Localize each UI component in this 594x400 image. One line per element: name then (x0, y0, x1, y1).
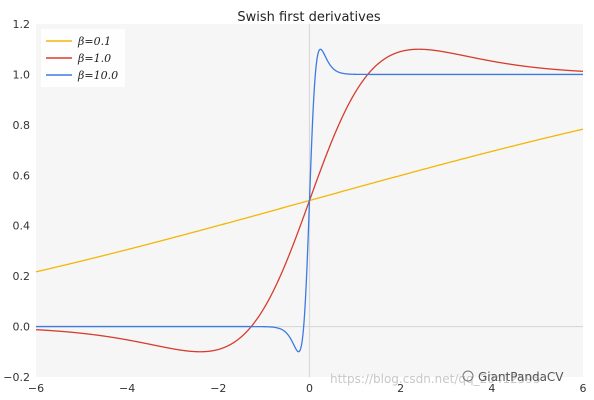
y-tick-label: 1.0 (13, 68, 31, 81)
y-tick-label: 0.8 (13, 119, 31, 132)
watermark-text: https://blog.csdn.net/qq_20412595 (330, 372, 541, 386)
x-tick-label: 6 (580, 382, 587, 395)
series-line-2 (36, 48, 583, 353)
brand-icon (462, 370, 474, 382)
x-tick-label: 2 (397, 382, 404, 395)
x-tick-label: −6 (28, 382, 44, 395)
y-tick-label: 0.4 (13, 220, 31, 233)
y-tick-label: 1.2 (13, 18, 31, 31)
brand-text: GiantPandaCV (478, 370, 564, 384)
y-tick-label: 0.6 (13, 169, 31, 182)
x-tick-label: 4 (488, 382, 495, 395)
x-tick-label: −2 (210, 382, 226, 395)
chart-title: Swish first derivatives (237, 10, 380, 25)
y-tick-label: 0.0 (13, 321, 31, 334)
x-tick-label: 0 (306, 382, 313, 395)
x-tick-label: −4 (119, 382, 135, 395)
legend-label-0: β=0.1 (77, 35, 111, 48)
annotations: https://blog.csdn.net/qq_20412595GiantPa… (330, 370, 564, 386)
series-layer (35, 48, 584, 353)
y-tick-label: −0.2 (3, 371, 30, 384)
y-tick-label: 0.2 (13, 270, 31, 283)
legend: β=0.1 β=1.0 β=10.0 (41, 29, 125, 87)
legend-label-2: β=10.0 (77, 69, 118, 82)
tick-labels: −6 −4 −2 0 2 4 6 −0.2 0.0 0.2 0.4 0.6 0.8 1.0 1.2 (3, 18, 586, 395)
legend-label-1: β=1.0 (77, 52, 111, 65)
